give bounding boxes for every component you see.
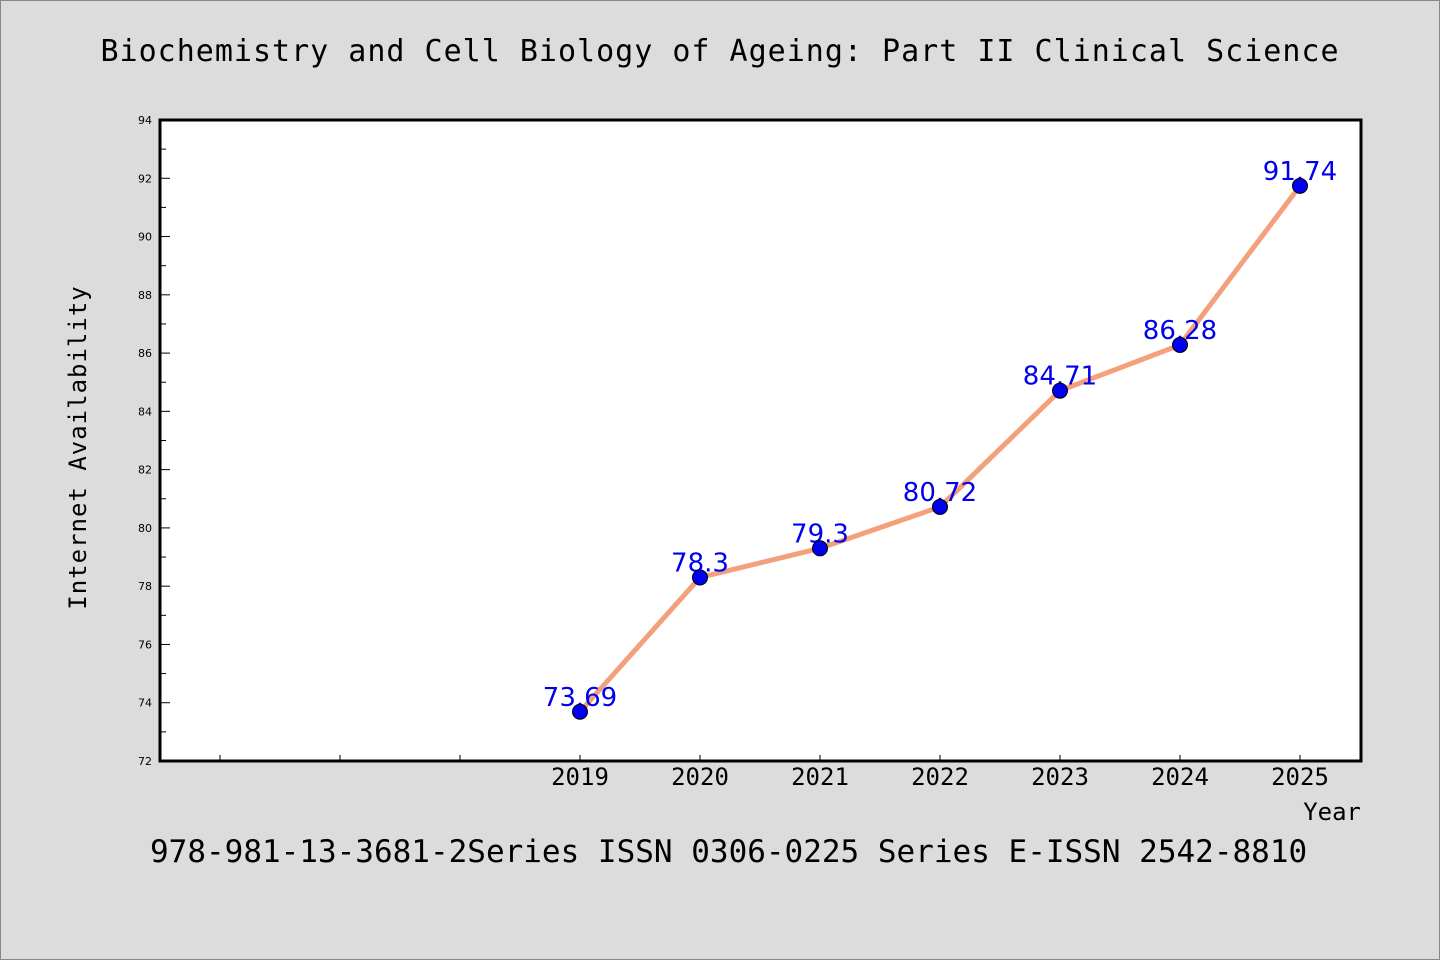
data-point [1172,336,1188,353]
y-tick-label: 76 [138,638,152,651]
y-tick-label: 80 [138,522,152,535]
data-point [692,569,708,586]
y-tick-label: 94 [138,114,152,127]
x-tick-label: 2023 [1031,763,1089,791]
data-point [1052,382,1068,399]
x-tick-label: 2020 [671,763,729,791]
y-tick-label: 86 [138,347,152,360]
data-point [572,703,588,720]
data-point [932,498,948,515]
x-tick-label: 2019 [551,763,609,791]
x-tick-label: 2021 [791,763,849,791]
y-tick-label: 74 [138,697,152,710]
y-tick-label: 84 [138,405,152,418]
x-tick-label: 2024 [1151,763,1209,791]
data-point [812,540,828,557]
y-tick-label: 90 [138,231,152,244]
y-tick-label: 78 [138,580,152,593]
y-axis-label: Internet Availability [64,285,92,609]
footer-isbn-issn: 978-981-13-3681-2Series ISSN 0306-0225 S… [150,834,1308,870]
x-tick-label: 2025 [1271,763,1329,791]
chart-title: Biochemistry and Cell Biology of Ageing:… [100,34,1340,69]
x-axis-label: Year [1303,798,1361,826]
y-tick-label: 88 [138,289,152,302]
data-point [1292,177,1308,194]
y-tick-label: 82 [138,464,152,477]
y-tick-label: 72 [138,755,152,768]
plot-area [158,118,1363,763]
y-tick-label: 92 [138,172,152,185]
x-tick-label: 2022 [911,763,969,791]
